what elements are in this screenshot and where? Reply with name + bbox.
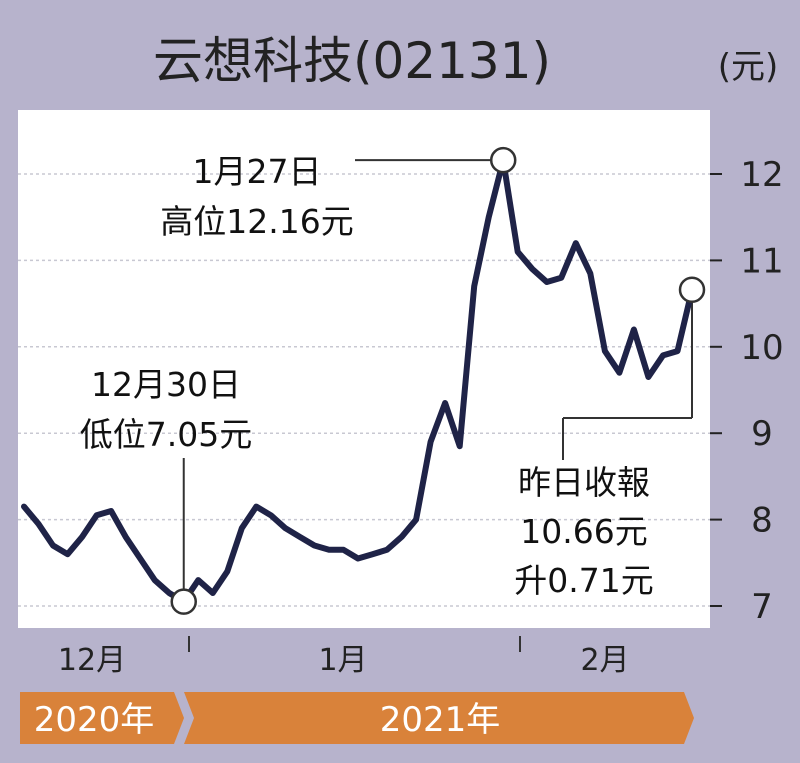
high-date-label: 1月27日 (193, 152, 322, 191)
close-label-line2: 10.66元 (520, 512, 647, 551)
year-label-2020: 2020年 (34, 700, 155, 740)
x-label-dec: 12月 (58, 643, 126, 678)
chart-title: 云想科技(02131) (153, 32, 551, 90)
x-label-jan: 1月 (318, 643, 367, 678)
year-label-2021: 2021年 (380, 700, 501, 740)
y-tick-label-9: 9 (751, 414, 773, 454)
y-tick-label-7: 7 (751, 587, 773, 627)
y-tick-label-10: 10 (740, 328, 783, 368)
low-point-marker (172, 590, 196, 614)
y-tick-label-8: 8 (751, 501, 773, 541)
high-value-label: 高位12.16元 (160, 202, 353, 241)
close-point-marker (680, 278, 704, 302)
close-label-line1: 昨日收報 (518, 463, 650, 502)
y-tick-label-11: 11 (740, 241, 783, 281)
high-point-marker (491, 148, 515, 172)
low-value-label: 低位7.05元 (80, 415, 252, 454)
y-tick-label-12: 12 (740, 155, 783, 195)
close-label-line3: 升0.71元 (514, 561, 653, 600)
low-date-label: 12月30日 (91, 365, 241, 404)
unit-label: (元) (718, 47, 779, 87)
x-label-feb: 2月 (580, 643, 629, 678)
